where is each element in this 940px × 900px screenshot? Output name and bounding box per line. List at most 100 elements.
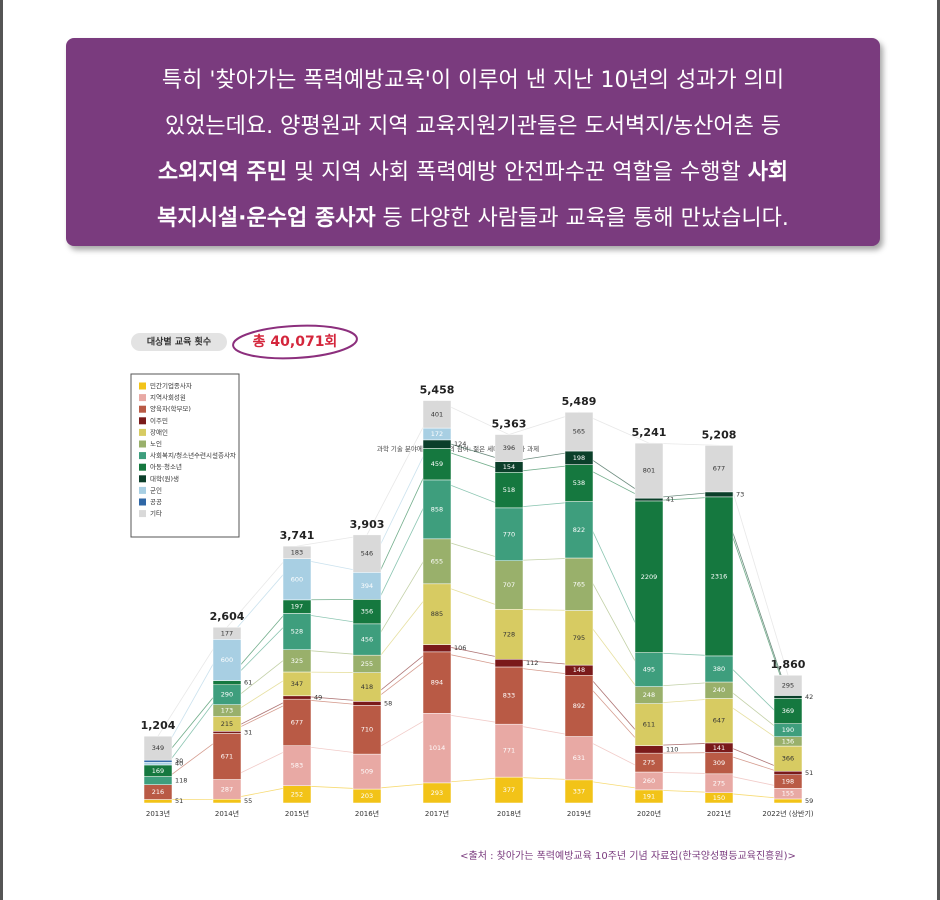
legend-label: 장애인 xyxy=(150,427,168,436)
value-label: 600 xyxy=(291,575,303,583)
header-text: 등 다양한 사람들과 교육을 통해 만났습니다. xyxy=(375,206,789,231)
legend-swatch xyxy=(139,382,146,390)
value-label: 356 xyxy=(361,608,373,616)
bar-segment xyxy=(352,701,382,706)
header-text: 특히 '찾아가는 폭력예방교육'이 이루어 낸 지난 10년의 성과가 의미 xyxy=(161,68,785,93)
bar-segment xyxy=(143,799,173,804)
value-label: 290 xyxy=(221,691,233,699)
total-label: 2,604 xyxy=(210,610,245,623)
bar-segment xyxy=(704,698,734,744)
legend-swatch xyxy=(139,463,146,471)
bar-segment xyxy=(634,497,664,502)
value-label: 707 xyxy=(503,581,515,589)
value-label: 293 xyxy=(431,789,443,797)
bar-segment xyxy=(143,735,173,761)
legend-swatch xyxy=(139,428,146,436)
value-label: 546 xyxy=(361,550,373,558)
value-label: 677 xyxy=(291,718,303,726)
value-label: 190 xyxy=(782,726,794,734)
value-label: 2316 xyxy=(711,572,728,580)
x-tick-label: 2020년 xyxy=(637,809,661,818)
value-label: 51 xyxy=(805,769,813,777)
x-tick-label: 2017년 xyxy=(425,809,449,818)
value-label: 885 xyxy=(431,610,443,618)
value-label: 833 xyxy=(503,692,515,700)
legend-swatch xyxy=(139,452,146,460)
legend-label: 민간기업종사자 xyxy=(150,381,192,390)
bar-segment xyxy=(704,655,734,683)
header-text: 있었는데요. 양평원과 지역 교육지원기관들은 도서벽지/농산어촌 등 xyxy=(164,114,782,139)
value-label: 600 xyxy=(221,656,233,664)
value-label: 394 xyxy=(361,582,373,590)
value-label: 611 xyxy=(643,721,655,729)
value-label: 518 xyxy=(503,486,515,494)
bar-segment xyxy=(494,472,524,509)
connector xyxy=(157,776,789,800)
legend-swatch xyxy=(139,510,146,518)
header-text: 소외지역 주민 xyxy=(157,160,287,185)
value-label: 198 xyxy=(782,778,794,786)
legend-label: 공공 xyxy=(150,498,162,506)
value-label: 677 xyxy=(713,465,725,473)
legend-label: 군인 xyxy=(150,485,162,494)
total-label: 5,208 xyxy=(702,428,737,441)
connector xyxy=(436,439,789,696)
x-tick-label: 2015년 xyxy=(285,809,309,818)
bar-segment xyxy=(564,557,594,611)
value-label: 337 xyxy=(573,787,585,795)
value-label: 325 xyxy=(291,657,303,665)
header-text: 복지시설·운수업 종사자 xyxy=(157,206,376,231)
value-label: 136 xyxy=(782,737,794,745)
value-label: 565 xyxy=(573,428,585,436)
bar-segment xyxy=(422,400,452,429)
value-label: 260 xyxy=(643,777,655,785)
total-label: 5,241 xyxy=(632,426,667,439)
bar-segment xyxy=(143,776,173,785)
bar-segment xyxy=(282,613,312,650)
source: <출처 : 찾아가는 폭력예방교육 10주년 기념 자료집(한국양성평등교육진흥… xyxy=(460,849,796,862)
value-label: 583 xyxy=(291,762,303,770)
value-label: 41 xyxy=(666,496,674,504)
total-label: 5,458 xyxy=(420,384,455,397)
value-label: 155 xyxy=(782,790,794,798)
value-label: 255 xyxy=(361,660,373,668)
value-label: 456 xyxy=(361,636,373,644)
value-label: 2209 xyxy=(641,573,658,581)
bar-segment xyxy=(704,496,734,657)
value-label: 198 xyxy=(573,454,585,462)
legend-swatch xyxy=(139,417,146,425)
value-label: 49 xyxy=(314,693,322,701)
legend-swatch xyxy=(139,475,146,483)
header-line: 있었는데요. 양평원과 지역 교육지원기관들은 도서벽지/농산어촌 등 xyxy=(66,104,880,150)
value-label: 401 xyxy=(431,410,443,418)
bar-segment xyxy=(143,759,173,763)
bar-segment xyxy=(773,674,803,696)
label-pill xyxy=(131,333,227,351)
value-label: 150 xyxy=(713,794,725,802)
value-label: 42 xyxy=(805,693,813,701)
bar-segment xyxy=(634,500,664,653)
legend-swatch xyxy=(139,440,146,448)
value-label: 141 xyxy=(713,744,725,752)
value-label: 495 xyxy=(643,666,655,674)
connector xyxy=(157,400,789,737)
bar-segment xyxy=(282,745,312,786)
bar-segment xyxy=(773,695,803,699)
bar-segment xyxy=(494,560,524,610)
value-label: 173 xyxy=(221,707,233,715)
bar-segment xyxy=(634,442,664,499)
bar-segment xyxy=(352,753,382,790)
legend-label: 기타 xyxy=(150,509,162,518)
bar-segment xyxy=(282,695,312,700)
bar-segment xyxy=(704,491,734,498)
bar-segment xyxy=(634,703,664,746)
value-label: 30 xyxy=(175,757,183,765)
value-label: 112 xyxy=(526,659,538,667)
value-label: 509 xyxy=(361,768,373,776)
value-label: 31 xyxy=(244,728,252,736)
total-label: 5,489 xyxy=(562,395,597,408)
value-label: 369 xyxy=(782,707,794,715)
value-label: 858 xyxy=(431,505,443,513)
bar-segment xyxy=(422,583,452,645)
bar-segment xyxy=(352,705,382,755)
